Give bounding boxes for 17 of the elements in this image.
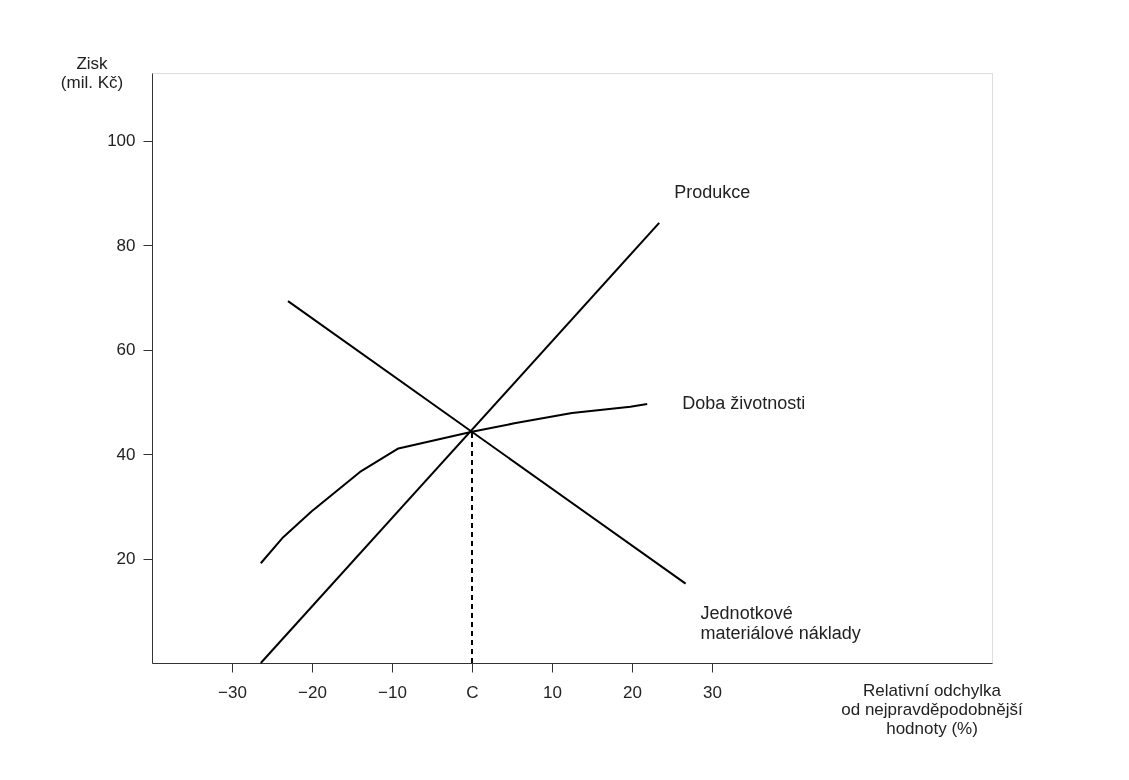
series-label: Jednotkové materiálové náklady — [700, 602, 861, 643]
series-label: Produkce — [674, 181, 751, 202]
x-tick-label: 20 — [623, 682, 642, 702]
x-tick-label: −20 — [298, 682, 327, 702]
x-tick-label: 10 — [543, 682, 562, 702]
series-label: Doba životnosti — [682, 393, 806, 414]
x-tick-label: −10 — [378, 682, 407, 702]
x-tick-label: −30 — [218, 682, 247, 702]
y-tick-label: 100 — [107, 131, 136, 151]
x-tick-label: C — [466, 682, 479, 702]
y-axis-title: Zisk (mil. Kč) — [60, 54, 124, 92]
y-tick-label: 80 — [116, 235, 136, 255]
y-tick-label: 40 — [116, 444, 136, 464]
y-tick-label: 60 — [116, 340, 136, 360]
x-axis-title: Relativní odchylka od nejpravděpodobnější hodnoty (%) — [841, 681, 1024, 738]
x-tick-label: 30 — [703, 682, 722, 702]
y-tick-label: 20 — [116, 549, 136, 569]
